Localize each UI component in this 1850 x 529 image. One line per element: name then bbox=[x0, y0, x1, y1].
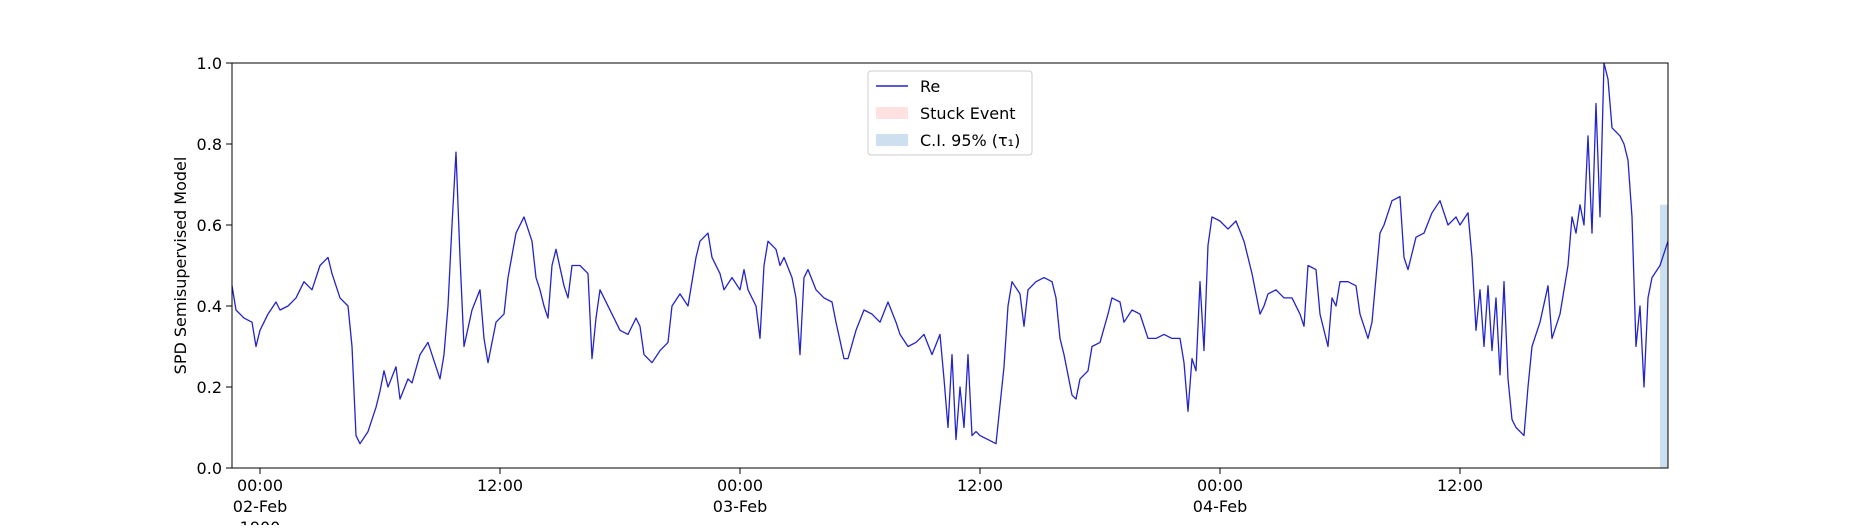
band-0 bbox=[1660, 204, 1668, 468]
legend: Re Stuck Event C.I. 95% (τ₁) bbox=[867, 70, 1033, 156]
series-line-re bbox=[231, 62, 1669, 445]
bands-layer bbox=[1660, 204, 1668, 468]
y-axis-label: SPD Semisupervised Model bbox=[171, 157, 190, 375]
line-layer bbox=[231, 62, 1669, 445]
x-tick-label: 00:00 bbox=[1197, 476, 1243, 495]
legend-box bbox=[867, 70, 1033, 156]
plot-frame bbox=[231, 62, 1669, 469]
ticks-layer: 0.0 0.2 0.4 0.6 0.8 1.0 SPD Semisupervised Mod… bbox=[171, 54, 1483, 529]
legend-patch-swatch bbox=[876, 107, 908, 119]
y-tick-label: 0.2 bbox=[197, 378, 222, 397]
x-tick-label: 00:00 bbox=[717, 476, 763, 495]
legend-label: Re bbox=[920, 77, 940, 96]
y-tick-label: 0.6 bbox=[197, 216, 222, 235]
x-tick-label: 00:00 bbox=[237, 476, 283, 495]
x-tick-label: 04-Feb bbox=[1193, 497, 1247, 516]
legend-label: Stuck Event bbox=[920, 104, 1016, 123]
legend-patch-swatch bbox=[876, 134, 908, 146]
x-tick-label: 1900 bbox=[240, 518, 281, 525]
x-tick-label: 12:00 bbox=[957, 476, 1003, 495]
y-tick-label: 0.0 bbox=[197, 459, 222, 478]
y-tick-label: 1.0 bbox=[197, 54, 222, 73]
x-tick-label: 02-Feb bbox=[233, 497, 287, 516]
x-tick-label: 12:00 bbox=[477, 476, 523, 495]
x-tick-label: 12:00 bbox=[1437, 476, 1483, 495]
legend-label: C.I. 95% (τ₁) bbox=[920, 131, 1020, 150]
x-tick-label: 03-Feb bbox=[713, 497, 767, 516]
y-tick-label: 0.8 bbox=[197, 135, 222, 154]
y-tick-label: 0.4 bbox=[197, 297, 222, 316]
axes-layer bbox=[231, 62, 1669, 469]
